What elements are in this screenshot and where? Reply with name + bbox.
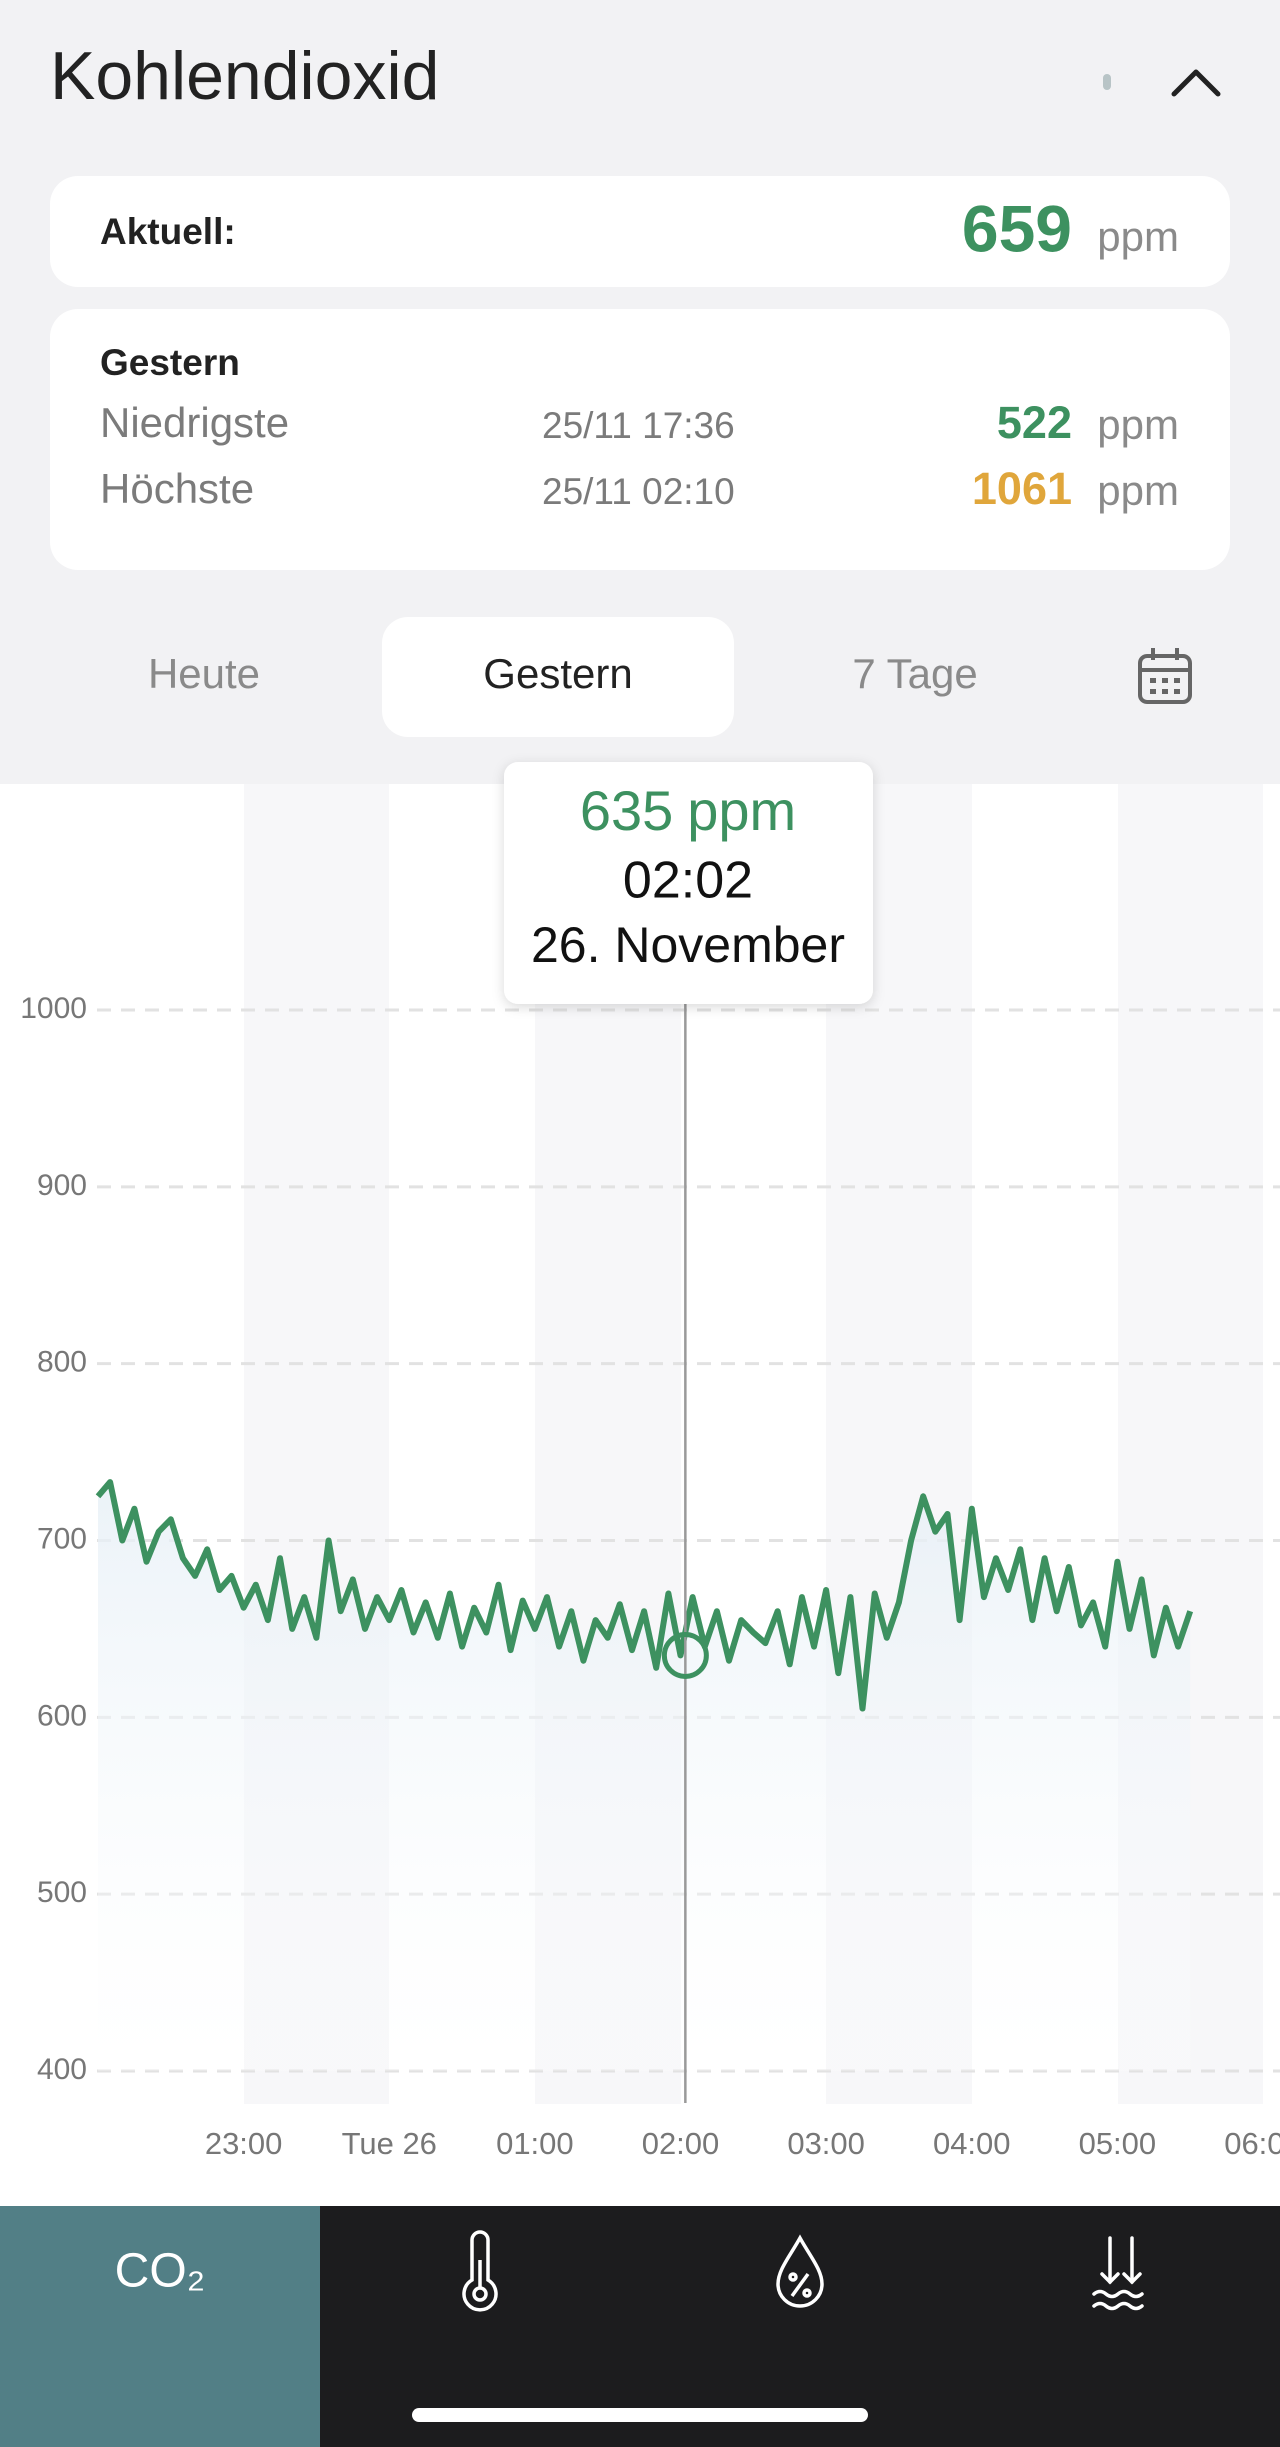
stats-unit: ppm (1097, 401, 1179, 448)
tab-active[interactable]: Gestern (483, 650, 632, 697)
tooltip-date: 26. November (531, 917, 845, 973)
tab[interactable]: Heute (148, 650, 260, 697)
plot (95, 1004, 1280, 2103)
x-tick-label: 04:00 (933, 2126, 1011, 2161)
stats-card (50, 309, 1230, 570)
current-value: 659 (962, 191, 1072, 265)
collapse-chevron[interactable] (1171, 69, 1221, 97)
page-title: Kohlendioxid (50, 38, 439, 114)
y-tick-label: 700 (37, 1522, 87, 1555)
x-tick-label: 06:00 (1224, 2126, 1280, 2161)
stats-title: Gestern (100, 342, 240, 383)
x-tick-label: Tue 26 (342, 2126, 437, 2161)
nav-active-bg (0, 2206, 320, 2447)
stats-time: 25/11 02:10 (542, 471, 735, 512)
y-tick-label: 600 (37, 1699, 87, 1732)
line (95, 1479, 1194, 1712)
x-tick-label: 23:00 (205, 2126, 283, 2161)
hover-point (661, 1631, 709, 1679)
x-tick-label: 02:00 (642, 2126, 720, 2161)
tooltip-unit: ppm (687, 779, 796, 842)
current-card (50, 176, 1230, 287)
stats-time: 25/11 17:36 (542, 405, 735, 446)
tooltip-value: 635 ppm (580, 779, 796, 842)
y-tick-label: 400 (37, 2053, 87, 2086)
stats-label: Niedrigste (100, 399, 289, 446)
x-tick-label: 01:00 (496, 2126, 574, 2161)
stats-unit: ppm (1097, 467, 1179, 514)
tab-active-bg (382, 617, 734, 737)
current-unit: ppm (1097, 213, 1179, 260)
tooltip: 635 ppm 02:02 26. November (504, 762, 873, 1004)
status-dot (1103, 74, 1111, 90)
y-tick-label: 1000 (20, 992, 87, 1025)
x-tick-label: 03:00 (787, 2126, 865, 2161)
stats-label: Höchste (100, 465, 254, 512)
calendar-button[interactable] (1138, 648, 1192, 704)
tooltip-time: 02:02 (623, 852, 753, 910)
tooltip-number: 635 (580, 779, 673, 842)
tooltip-box (504, 762, 873, 1004)
current-label: Aktuell: (100, 211, 236, 252)
nav-co2[interactable]: CO₂ (115, 2245, 206, 2298)
y-tick-label: 900 (37, 1169, 87, 1202)
nav-temperature[interactable] (462, 2230, 498, 2312)
stats-value: 522 (997, 397, 1072, 448)
x-tick-label: 05:00 (1079, 2126, 1157, 2161)
y-tick-label: 500 (37, 1876, 87, 1909)
y-tick-label: 800 (37, 1346, 87, 1379)
tab[interactable]: 7 Tage (852, 650, 977, 697)
nav-humidity[interactable] (776, 2234, 824, 2308)
area-fill (98, 1482, 1191, 2071)
nav-pressure[interactable] (1092, 2236, 1144, 2311)
stats-value: 1061 (972, 463, 1072, 514)
home-indicator (412, 2408, 868, 2422)
